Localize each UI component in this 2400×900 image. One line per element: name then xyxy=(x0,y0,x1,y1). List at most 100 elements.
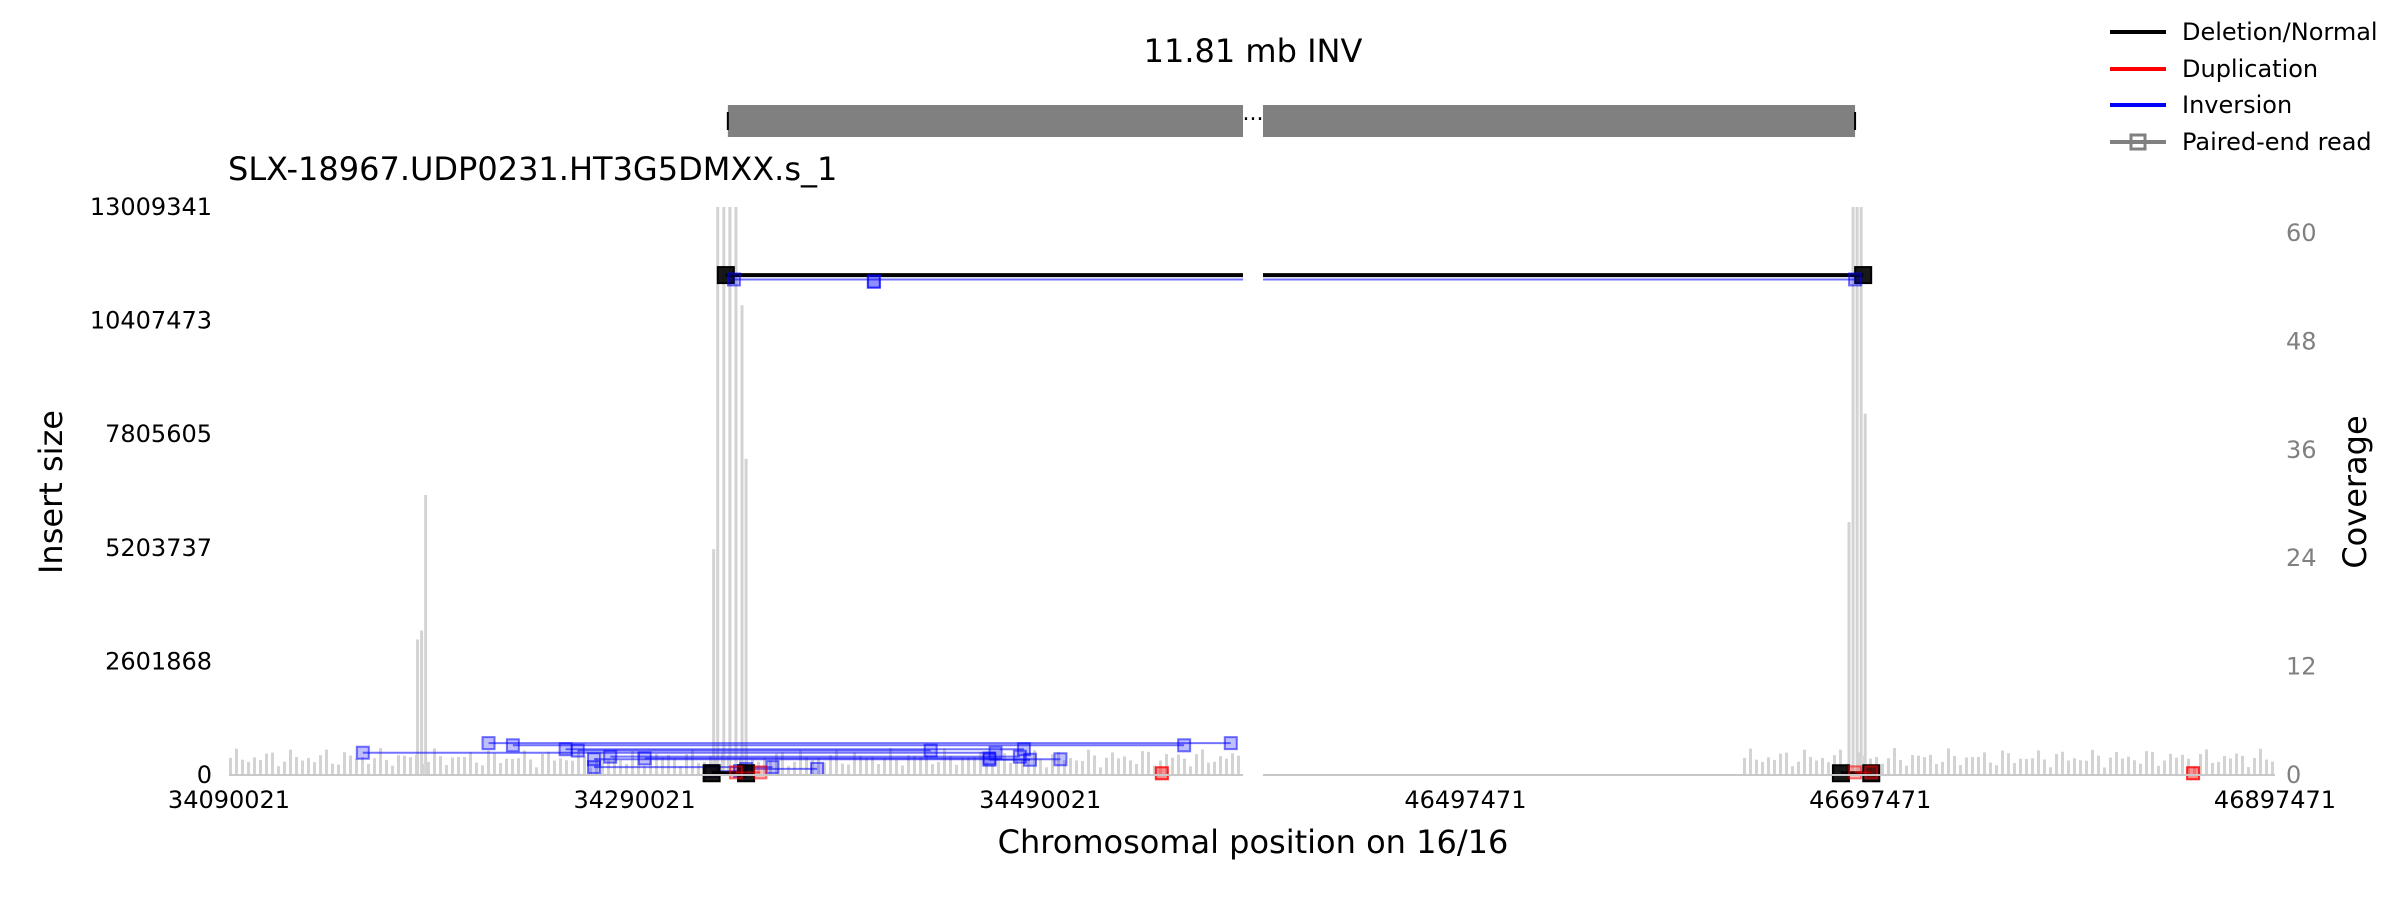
coverage-bar xyxy=(1905,765,1908,775)
read-marker xyxy=(558,742,573,757)
coverage-bar xyxy=(265,753,268,775)
coverage-bar xyxy=(1033,750,1036,775)
coverage-bar xyxy=(1177,754,1180,775)
coverage-bar xyxy=(361,757,364,775)
coverage-bar xyxy=(1045,767,1048,775)
coverage-bar xyxy=(487,750,490,775)
x-tick-label: 46897471 xyxy=(2214,786,2336,814)
coverage-bar xyxy=(2259,748,2262,775)
legend-item-paired-end-read: Paired-end read xyxy=(2110,128,2372,156)
coverage-bar xyxy=(1195,754,1198,775)
coverage-bar xyxy=(301,760,304,775)
coverage-bar xyxy=(235,748,238,775)
coverage-bar xyxy=(805,756,808,775)
coverage-bar xyxy=(2001,750,2004,775)
coverage-bar xyxy=(1923,757,1926,775)
coverage-peak xyxy=(728,207,732,775)
coverage-bar xyxy=(277,766,280,775)
read-marker xyxy=(1854,266,1873,285)
coverage-bar xyxy=(511,758,514,775)
coverage-bar xyxy=(2241,755,2244,775)
coverage-bar xyxy=(577,749,580,775)
break-marker: ... xyxy=(1243,101,1264,126)
read-marker xyxy=(355,745,370,760)
coverage-bar xyxy=(1057,751,1060,775)
read-marker xyxy=(1023,752,1038,767)
coverage-bar xyxy=(2109,757,2112,775)
coverage-bar xyxy=(1815,760,1818,775)
coverage-bar xyxy=(895,759,898,775)
coverage-bar xyxy=(955,764,958,775)
coverage-bar xyxy=(2235,753,2238,775)
coverage-bar xyxy=(829,755,832,775)
coverage-bar xyxy=(1821,757,1824,775)
coverage-bar xyxy=(2223,755,2226,775)
coverage-bar xyxy=(1965,757,1968,775)
coverage-bar xyxy=(925,754,928,775)
coverage-bar xyxy=(697,762,700,775)
coverage-bar xyxy=(775,753,778,775)
coverage-bar xyxy=(433,748,436,775)
x-tick-label: 34290021 xyxy=(574,786,696,814)
coverage-bar xyxy=(931,764,934,775)
coverage-bar xyxy=(517,758,520,775)
coverage-bar xyxy=(2037,750,2040,775)
coverage-peak xyxy=(722,207,726,775)
coverage-bar xyxy=(655,753,658,775)
sample-title: SLX-18967.UDP0231.HT3G5DMXX.s_1 xyxy=(228,150,837,188)
coverage-bar xyxy=(445,765,448,775)
coverage-bar xyxy=(961,757,964,775)
coverage-bar xyxy=(1129,760,1132,775)
coverage-bar xyxy=(2169,753,2172,775)
coverage-bar xyxy=(241,759,244,775)
coverage-bar xyxy=(631,751,634,775)
coverage-bar xyxy=(1231,753,1234,775)
coverage-bar xyxy=(331,763,334,775)
coverage-bar xyxy=(2079,760,2082,775)
coverage-bar xyxy=(919,756,922,775)
coverage-bar xyxy=(1201,749,1204,775)
coverage-peak xyxy=(1863,413,1867,775)
legend-item-duplication: Duplication xyxy=(2110,55,2318,83)
read-marker xyxy=(810,761,825,776)
read-marker xyxy=(1864,765,1879,780)
coverage-bar xyxy=(2175,757,2178,775)
coverage-bar xyxy=(1087,749,1090,775)
coverage-bar xyxy=(2181,754,2184,775)
read-marker xyxy=(1053,752,1068,767)
coverage-bar xyxy=(2019,758,2022,775)
y-tick-label-left: 0 xyxy=(197,761,212,789)
coverage-bar xyxy=(451,757,454,775)
coverage-bar xyxy=(2217,761,2220,775)
coverage-bar xyxy=(967,757,970,775)
read-marker xyxy=(753,765,768,780)
y-axis-label-right: Coverage xyxy=(2336,415,2374,568)
sv-bar-right-segment xyxy=(1263,105,1856,137)
x-tick-label: 46697471 xyxy=(1809,786,1931,814)
y-tick-label-right: 60 xyxy=(2286,219,2317,247)
read-marker xyxy=(1177,738,1192,753)
coverage-bar xyxy=(1941,761,1944,775)
read-marker xyxy=(570,743,585,758)
coverage-bar xyxy=(2049,767,2052,775)
coverage-bar xyxy=(1983,752,1986,775)
coverage-bar xyxy=(2133,760,2136,775)
coverage-bar xyxy=(325,749,328,775)
coverage-bar xyxy=(547,751,550,775)
coverage-bar xyxy=(1123,756,1126,775)
legend-marker-paired-end-read xyxy=(2129,133,2147,151)
coverage-bar xyxy=(2139,763,2142,775)
coverage-bar xyxy=(1797,761,1800,775)
coverage-bar xyxy=(529,759,532,775)
coverage-bar xyxy=(973,756,976,775)
coverage-bar xyxy=(1779,753,1782,775)
x-axis-label: Chromosomal position on 16/16 xyxy=(998,823,1509,861)
coverage-peak xyxy=(1847,522,1851,775)
coverage-bar xyxy=(2193,766,2196,775)
coverage-bar xyxy=(2073,758,2076,775)
coverage-bar xyxy=(319,755,322,775)
coverage-bar xyxy=(1935,764,1938,775)
coverage-bar xyxy=(427,761,430,775)
coverage-bar xyxy=(1947,748,1950,775)
coverage-peak xyxy=(712,549,716,775)
